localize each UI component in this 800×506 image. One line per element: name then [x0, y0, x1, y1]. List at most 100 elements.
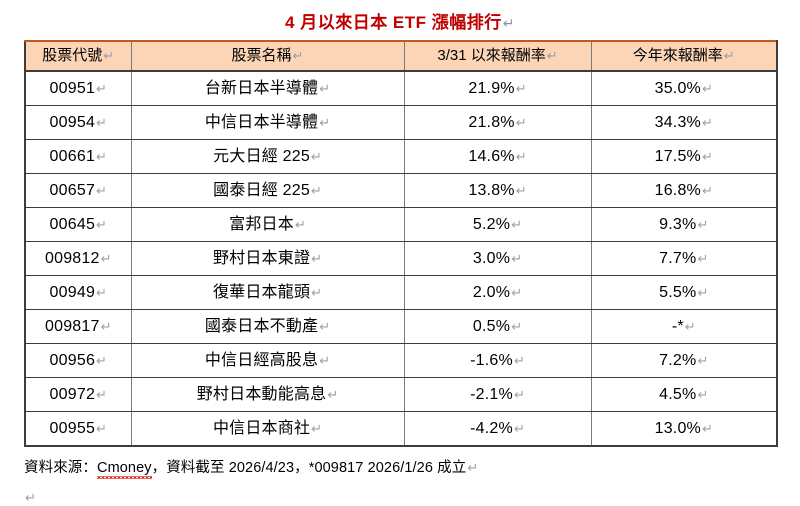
paragraph-mark-icon: ↵	[513, 387, 525, 402]
cell-value: 國泰日經 225	[213, 182, 310, 199]
footnote: 資料來源：Cmoney，資料截至 2026/4/23，*009817 2026/…	[0, 447, 800, 479]
paragraph-mark-icon: ↵	[515, 183, 527, 198]
cell-ret1: -1.6%↵	[403, 343, 592, 378]
table-row: 009817↵ 國泰日本不動產↵ 0.5%↵ -*↵	[24, 309, 778, 344]
cell-value: 00954	[49, 114, 96, 131]
cell-value: 5.5%	[659, 284, 697, 301]
column-header-ytd-return-label: 今年來報酬率	[632, 47, 723, 64]
column-header-code-label: 股票代號	[42, 47, 103, 64]
table-row: 00645↵ 富邦日本↵ 5.2%↵ 9.3%↵	[24, 207, 778, 242]
paragraph-mark-icon: ↵	[511, 217, 523, 232]
footnote-prefix: 資料來源：	[24, 460, 97, 476]
table-row: 009812↵ 野村日本東證↵ 3.0%↵ 7.7%↵	[24, 241, 778, 276]
paragraph-mark-icon: ↵	[701, 421, 713, 436]
cell-code: 00645↵	[24, 207, 132, 242]
cell-value: 00645	[49, 216, 96, 233]
table-row: 00951↵ 台新日本半導體 ↵ 21.9%↵ 35.0%↵	[24, 70, 778, 106]
table-row: 00657↵ 國泰日經 225↵ 13.8%↵ 16.8%↵	[24, 173, 778, 208]
cell-ret2: 35.0%↵	[590, 70, 778, 106]
cell-name: 野村日本東證↵	[130, 241, 405, 276]
cell-value: 中信日本商社	[212, 420, 311, 437]
table-body: 00951↵ 台新日本半導體↵ 21.9%↵ 35.0%↵ 00954↵ 中信日本半導體↵…	[24, 70, 778, 447]
paragraph-mark-icon: ↵	[25, 490, 36, 505]
cell-value: 野村日本東證	[212, 250, 311, 267]
cell-value: 35.0%	[654, 80, 701, 97]
paragraph-mark-icon: ↵	[96, 149, 107, 164]
paragraph-mark-icon: ↵	[701, 81, 713, 96]
paragraph-mark-icon: ↵	[311, 251, 323, 266]
column-header-ytd-return: 今年來報酬率↵	[590, 40, 778, 72]
cell-ret1: 5.2%↵	[403, 207, 592, 242]
cell-value: 復華日本龍頭	[212, 284, 311, 301]
cell-name: 國泰日經 225↵	[130, 173, 405, 208]
cell-value: 14.6%	[468, 148, 515, 165]
cell-ret2: 7.7%↵	[590, 241, 778, 276]
cell-value: 13.0%	[654, 420, 701, 437]
cell-ret2: 17.5%↵	[590, 139, 778, 174]
paragraph-mark-icon: ↵	[96, 421, 107, 436]
cell-code: 00951↵	[24, 70, 132, 106]
paragraph-mark-icon: ↵	[701, 183, 713, 198]
cell-value: 00972	[49, 386, 96, 403]
cell-ret2: -*↵	[590, 309, 778, 344]
cell-ret1: 3.0%↵	[403, 241, 592, 276]
cell-value: 國泰日本不動產	[204, 318, 319, 335]
cell-ret1: 21.9%↵	[403, 70, 592, 106]
cell-value: 00661	[49, 148, 96, 165]
table-row: 00954↵ 中信日本半導體↵ 21.8%↵ 34.3%↵	[24, 105, 778, 140]
cell-code: 00949↵	[24, 275, 132, 310]
paragraph-mark-icon: ↵	[294, 217, 306, 232]
cell-value: 9.3%	[659, 216, 697, 233]
paragraph-mark-icon: ↵	[513, 353, 525, 368]
cell-value: 00949	[49, 284, 96, 301]
cell-value: 台新日本半導體	[204, 80, 319, 97]
paragraph-mark-icon: ↵	[467, 460, 479, 475]
trailing-paragraph: ↵	[0, 477, 800, 506]
cell-ret1: -4.2%↵	[403, 411, 592, 447]
cell-name: 中信日本商社↵	[130, 411, 405, 447]
cell-value: 7.7%	[659, 250, 697, 267]
cell-ret1: 14.6%↵	[403, 139, 592, 174]
table-row: 00955↵ 中信日本商社↵ -4.2%↵ 13.0%↵	[24, 411, 778, 447]
paragraph-mark-icon: ↵	[697, 353, 709, 368]
cell-ret1: 0.5%↵	[403, 309, 592, 344]
column-header-name-label: 股票名稱	[231, 47, 292, 64]
cell-value: 中信日經高股息	[204, 352, 319, 369]
cell-ret2: 5.5%↵	[590, 275, 778, 310]
column-header-code: 股票代號↵	[24, 40, 132, 72]
column-header-return-since-331: 3/31 以來報酬率↵	[403, 40, 592, 72]
cell-ret2: 9.3%↵	[590, 207, 778, 242]
cell-value: 7.2%	[659, 352, 697, 369]
table-header-row: 股票代號↵ 股票名稱↵ 3/31 以來報酬率↵ 今年來報酬率↵	[24, 40, 778, 72]
cell-value: 17.5%	[654, 148, 701, 165]
cell-value: 21.9%	[468, 80, 515, 97]
paragraph-mark-icon: ↵	[511, 251, 523, 266]
paragraph-mark-icon: ↵	[701, 115, 713, 130]
table-header: 股票代號↵ 股票名稱↵ 3/31 以來報酬率↵ 今年來報酬率↵	[24, 40, 778, 72]
cell-ret1: 21.8%↵	[403, 105, 592, 140]
cell-value: -2.1%	[470, 386, 513, 403]
paragraph-mark-icon: ↵	[515, 149, 527, 164]
cell-value: 0.5%	[472, 318, 511, 335]
paragraph-mark-icon: ↵	[502, 15, 515, 31]
cell-value: -1.6%	[470, 352, 513, 369]
cell-name: 元大日經 225↵	[130, 139, 405, 174]
cell-value: -4.2%	[470, 420, 513, 437]
paragraph-mark-icon: ↵	[310, 149, 322, 164]
cell-code: 00955↵	[24, 411, 132, 447]
cell-ret2: 7.2%↵	[590, 343, 778, 378]
cell-code: 00956↵	[24, 343, 132, 378]
paragraph-mark-icon: ↵	[96, 353, 107, 368]
paragraph-mark-icon: ↵	[697, 387, 709, 402]
cell-value: 34.3%	[654, 114, 701, 131]
page-title: 4 月以來日本 ETF 漲幅排行↵	[0, 0, 800, 40]
paragraph-mark-icon: ↵	[546, 48, 558, 63]
cell-value: 13.8%	[468, 182, 515, 199]
paragraph-mark-icon: ↵	[96, 387, 107, 402]
cell-value: 00956	[49, 352, 96, 369]
cell-code: 00972↵	[24, 377, 132, 412]
paragraph-mark-icon: ↵	[327, 387, 339, 402]
cell-ret1: 2.0%↵	[403, 275, 592, 310]
cell-value: 009817	[45, 318, 100, 335]
paragraph-mark-icon: ↵	[103, 48, 115, 63]
